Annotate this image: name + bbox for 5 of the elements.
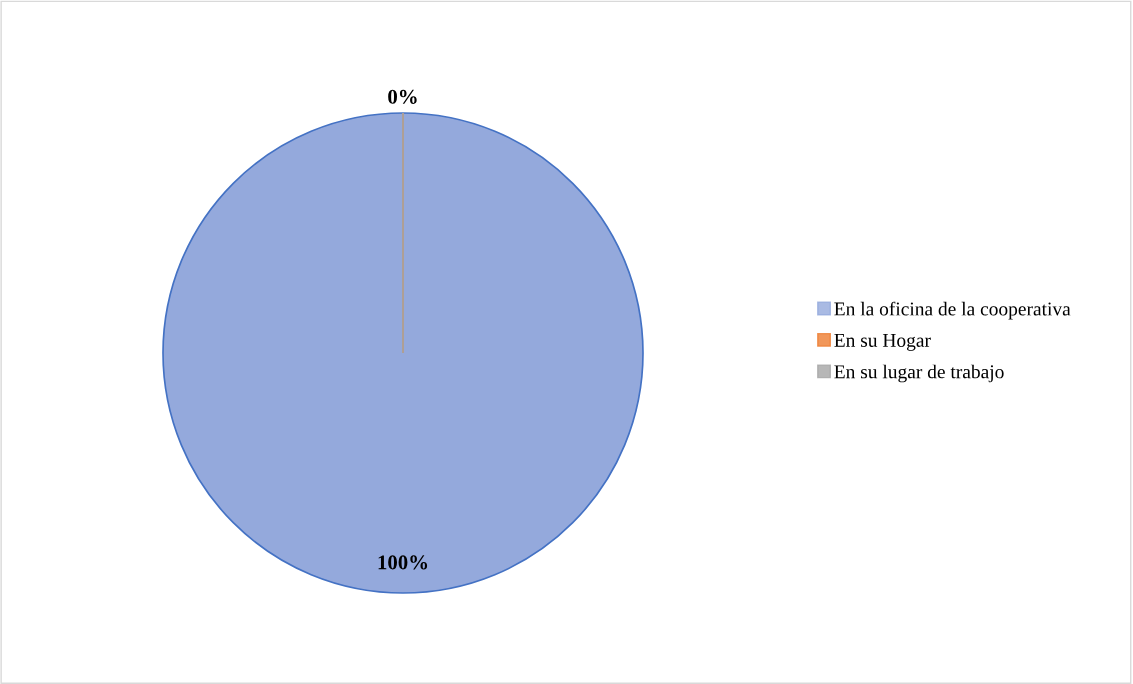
legend-label: En su lugar de trabajo xyxy=(834,364,1004,383)
text: 0% xyxy=(388,89,417,104)
legend-label: En la oficina de la cooperativa xyxy=(834,301,1071,320)
legend-label: En su Hogar xyxy=(834,333,931,351)
data-label: 100% xyxy=(378,555,428,570)
